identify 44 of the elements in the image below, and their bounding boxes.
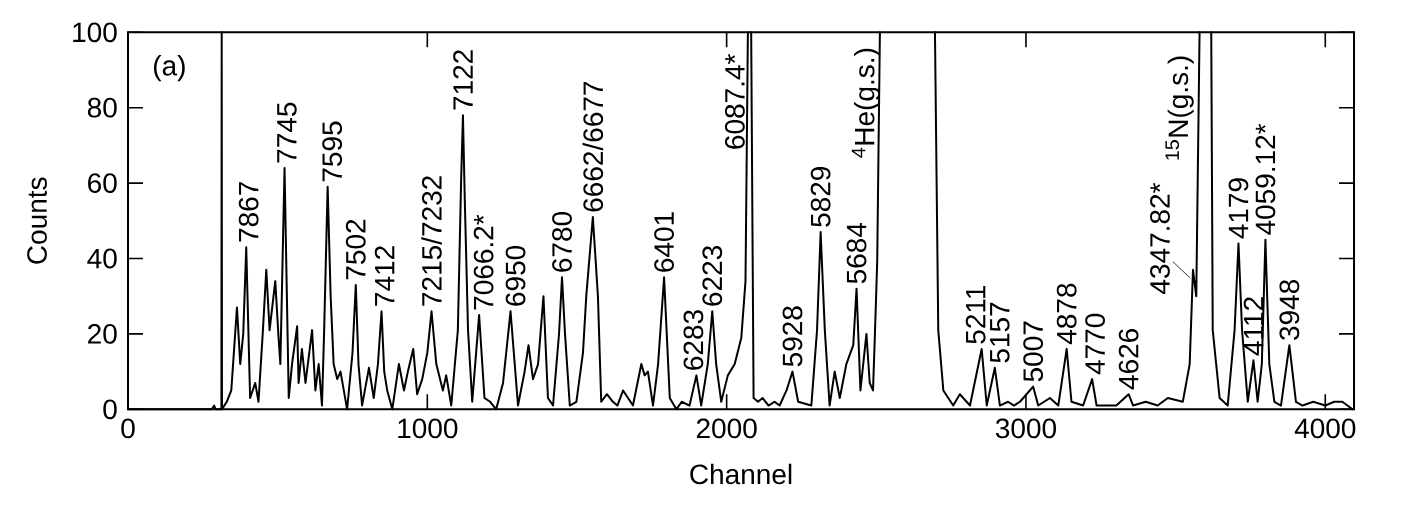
- annotation: 7595: [322, 121, 343, 182]
- annotation: 4347.82*: [1150, 182, 1170, 294]
- annotation: 7066.2*: [473, 214, 494, 310]
- annotation: 6283: [683, 310, 704, 370]
- x-tick-label: 1000: [398, 418, 458, 439]
- y-tick-label: 40: [87, 248, 117, 269]
- y-tick-label: 0: [103, 399, 117, 420]
- annotation: 3948: [1279, 279, 1300, 340]
- annotation: 4878: [1056, 283, 1077, 345]
- annotation: 7867: [238, 182, 259, 242]
- x-tick-label: 2000: [696, 418, 757, 439]
- annotation: 6401: [654, 212, 674, 272]
- annotation: 6223: [702, 246, 723, 306]
- y-tick-label: 20: [88, 324, 117, 344]
- annotation: 5211: [965, 285, 986, 344]
- annotation: 7745: [277, 102, 297, 163]
- annotation: 5928: [782, 306, 803, 367]
- y-tick-label: 80: [87, 97, 117, 118]
- annotation: 5157: [990, 302, 1010, 363]
- annotation: 4626: [1118, 328, 1139, 390]
- annotation: 7412: [374, 246, 395, 306]
- annotation: 6662/6677: [582, 81, 604, 212]
- annotation: 6780: [552, 211, 572, 272]
- y-tick-label: 60: [88, 173, 117, 194]
- y-tick-label: 100: [73, 22, 117, 43]
- annotation: 5829: [810, 166, 831, 227]
- annotation: 7502: [345, 219, 366, 280]
- annotation: 6087.4*: [724, 54, 745, 149]
- annotation: 4059.12*: [1255, 123, 1276, 235]
- annotation: 6950: [505, 245, 526, 306]
- x-tick-label: 0: [121, 418, 135, 439]
- x-tick-label: 3000: [995, 418, 1056, 439]
- annotation: 4770: [1085, 313, 1106, 375]
- annotation: 7122: [453, 50, 473, 110]
- annotation: (a): [153, 55, 185, 82]
- annotation: 5007: [1023, 321, 1044, 382]
- annotation: $^{4}$He(g.s.): [851, 48, 881, 158]
- annotation: $^{15}$N(g.s.): [1165, 56, 1194, 160]
- annotation: 5684: [846, 223, 867, 284]
- annotation: 7215/7232: [421, 176, 442, 306]
- x-tick-label: 4000: [1294, 418, 1356, 439]
- x-axis-title: Channel: [690, 463, 792, 485]
- annotation: 4179: [1228, 178, 1249, 239]
- y-axis-title: Counts: [27, 177, 47, 264]
